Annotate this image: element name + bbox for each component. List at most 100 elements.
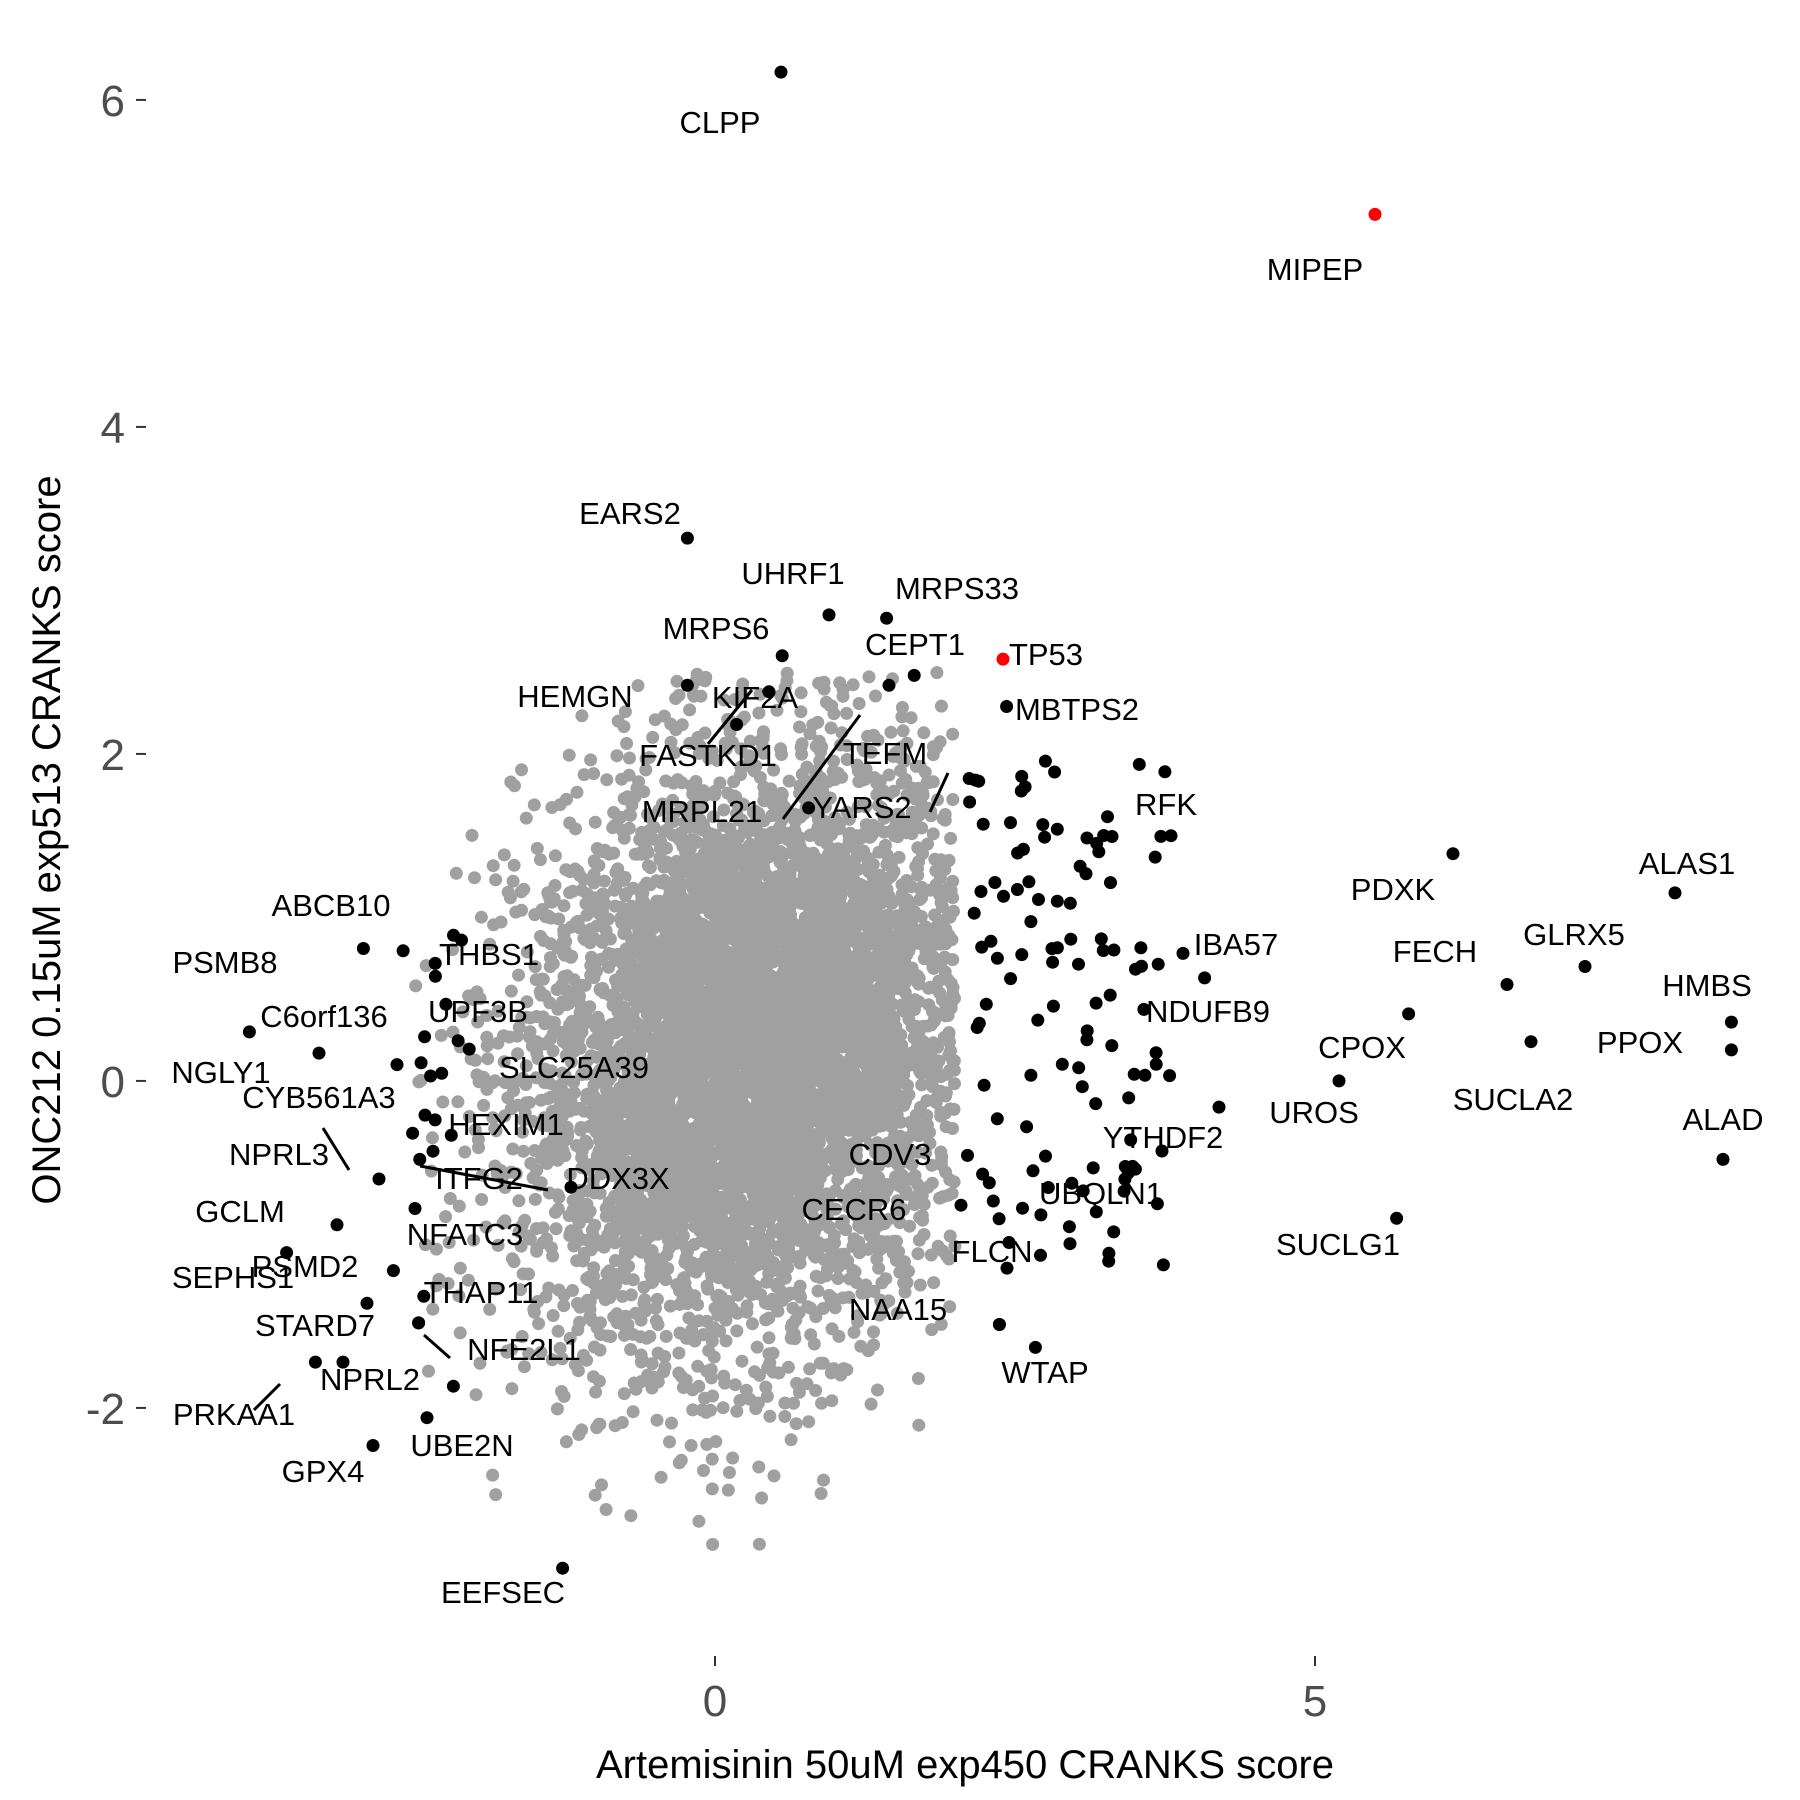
bulk-point <box>620 737 634 750</box>
bulk-point <box>596 1234 610 1248</box>
bulk-point <box>831 1272 845 1285</box>
bulk-point <box>946 727 960 741</box>
bulk-point <box>551 1002 565 1016</box>
bulk-point <box>752 1368 766 1382</box>
bulk-point <box>521 1229 535 1243</box>
bulk-point <box>452 1199 466 1213</box>
bulk-point <box>938 808 952 821</box>
bulk-point <box>946 793 960 806</box>
bulk-point <box>744 1210 758 1224</box>
bulk-point <box>847 1325 861 1339</box>
bulk-point <box>587 767 601 781</box>
bulk-point <box>610 749 624 763</box>
bulk-point <box>545 801 559 814</box>
bulk-point <box>640 1331 654 1345</box>
bulk-point <box>784 1433 798 1447</box>
bulk-point <box>504 775 518 789</box>
bulk-point <box>532 1317 546 1331</box>
bulk-point <box>573 1009 587 1023</box>
bulk-point <box>908 997 921 1011</box>
bulk-point <box>944 1044 957 1058</box>
bulk-point <box>781 1360 795 1374</box>
bulk-point <box>778 1410 792 1423</box>
bulk-point <box>827 754 841 768</box>
bulk-point <box>624 1343 638 1356</box>
bulk-point <box>489 1282 503 1296</box>
bulk-point <box>755 1491 769 1505</box>
bulk-point <box>824 721 838 735</box>
bulk-point <box>684 779 698 793</box>
bulk-point <box>626 1405 640 1419</box>
bulk-point <box>936 1244 950 1258</box>
bulk-point <box>651 1318 665 1332</box>
bulk-point <box>541 886 555 900</box>
bulk-point <box>802 1415 816 1429</box>
bulk-point <box>879 1272 893 1286</box>
bulk-point <box>477 1098 491 1112</box>
bulk-point <box>691 1359 705 1373</box>
bulk-point <box>740 1305 754 1319</box>
bulk-point <box>905 1020 919 1034</box>
bulk-point <box>765 809 779 823</box>
bulk-point <box>698 1391 711 1405</box>
bulk-point <box>608 818 622 832</box>
bulk-point <box>624 808 637 822</box>
bulk-point <box>519 811 533 825</box>
bulk-point <box>780 666 794 680</box>
bulk-point <box>679 1373 693 1387</box>
bulk-point <box>915 1078 929 1092</box>
bulk-point <box>489 1488 503 1502</box>
bulk-point <box>762 1331 776 1345</box>
bulk-point <box>885 896 899 910</box>
bulk-point <box>848 1047 862 1061</box>
bulk-point <box>821 1253 835 1267</box>
bulk-point <box>557 1389 571 1403</box>
bulk-point <box>619 1272 633 1285</box>
bulk-point <box>706 1537 720 1551</box>
bulk-point <box>840 753 854 766</box>
bulk-point <box>745 1317 759 1331</box>
bulk-point <box>422 1364 435 1378</box>
bulk-point <box>697 1233 711 1247</box>
bulk-point <box>925 1158 939 1172</box>
bulk-point <box>722 1159 736 1173</box>
bulk-point <box>669 952 683 965</box>
bulk-point <box>517 882 531 896</box>
bulk-point <box>923 1136 937 1150</box>
bulk-point <box>924 1248 938 1262</box>
bulk-point <box>654 1470 668 1484</box>
bulk-point <box>739 1383 753 1397</box>
bulk-point <box>922 998 936 1012</box>
bulk-point <box>458 1145 472 1159</box>
bulk-point <box>727 775 741 789</box>
bulk-point <box>571 864 585 878</box>
bulk-point <box>607 883 621 897</box>
bulk-point <box>617 792 631 806</box>
bulk-point <box>563 1168 577 1181</box>
bulk-point <box>862 670 876 684</box>
bulk-point <box>833 676 847 690</box>
bulk-point <box>930 741 943 755</box>
bulk-point <box>645 1357 659 1371</box>
bulk-point <box>559 863 573 877</box>
bulk-point <box>731 799 745 813</box>
bulk-point <box>577 768 591 782</box>
bulk-point <box>717 1021 731 1035</box>
bulk-point <box>630 1242 644 1256</box>
bulk-point <box>486 859 500 873</box>
bulk-point <box>809 1384 823 1397</box>
bulk-point <box>756 860 770 874</box>
bulk-point <box>892 850 906 864</box>
bulk-point <box>645 1381 659 1395</box>
bulk-point <box>468 871 481 885</box>
bulk-point <box>557 923 571 937</box>
bulk-point <box>832 1329 846 1343</box>
bulk-point <box>934 1109 948 1123</box>
bulk-point <box>546 1309 560 1322</box>
bulk-point <box>515 1330 529 1343</box>
bulk-point <box>550 1402 564 1416</box>
bulk-point <box>717 693 731 707</box>
bulk-point <box>789 1417 803 1431</box>
bulk-point <box>593 1343 607 1357</box>
bulk-point <box>927 1276 941 1290</box>
